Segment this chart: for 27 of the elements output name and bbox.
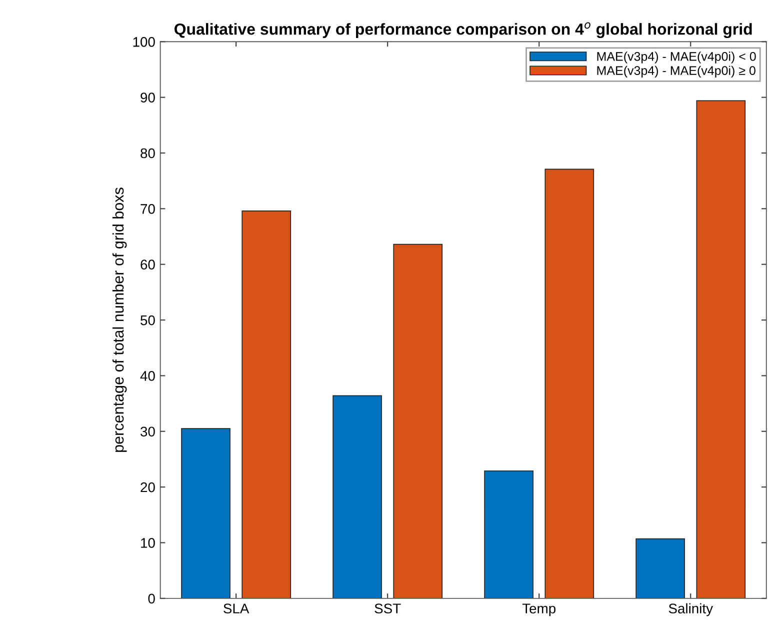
bar: [636, 538, 685, 598]
bar: [544, 168, 594, 598]
bar: [696, 100, 746, 598]
y-tick-label: 100: [133, 37, 155, 47]
y-tick-label: 50: [140, 315, 155, 326]
legend-label: MAE(v3p4) - MAE(v4p0i) ≥ 0: [597, 66, 756, 78]
x-tick-label: Salinity: [668, 603, 713, 616]
bar: [484, 470, 534, 598]
y-tick-label: 10: [141, 538, 155, 548]
y-tick-label: 40: [140, 371, 155, 381]
legend-label: MAE(v3p4) - MAE(v4p0i) < 0: [597, 52, 756, 64]
bar: [181, 428, 230, 598]
y-tick-label: 0: [148, 594, 155, 604]
y-tick-label: 80: [140, 148, 155, 158]
x-tick-label: SST: [374, 604, 401, 614]
x-tick-label: SLA: [224, 604, 250, 614]
y-tick-label: 20: [140, 482, 155, 492]
y-tick-label: 70: [140, 204, 155, 214]
y-tick-label: 60: [140, 260, 155, 270]
y-tick-label: 90: [140, 92, 155, 103]
bar: [332, 395, 382, 598]
bar: [242, 210, 292, 598]
y-tick-label: 30: [140, 426, 155, 437]
chart-title: Qualitative summary of performance comparison on 4$^{o}$ global horizonal grid: [174, 22, 752, 38]
bar: [393, 244, 443, 598]
x-tick-label: Temp: [522, 604, 556, 616]
y-axis-title: percentage of total number of grid boxs: [112, 188, 127, 452]
